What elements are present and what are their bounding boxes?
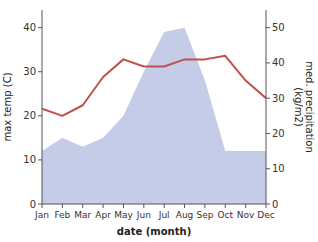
y2-axis-label: med. precipitation(kg/m2)	[293, 61, 315, 153]
tick-mark	[266, 62, 270, 63]
tick-label: 50	[272, 22, 285, 33]
plot-area	[42, 28, 266, 204]
tick-label: May	[114, 210, 133, 220]
tick-label: 0	[30, 199, 36, 210]
tick-mark	[82, 204, 83, 208]
chart: 0 10 20 30 40 0 10 20 30 40 50 Jan Feb Mar AprMayJun Ju…	[0, 0, 318, 242]
tick-mark	[62, 204, 63, 208]
y-axis-label: max temp (C)	[2, 72, 13, 141]
tick-mark	[266, 204, 270, 205]
tick-mark	[143, 204, 144, 208]
tick-label: 30	[23, 66, 36, 77]
tick-label: Oct	[217, 210, 233, 220]
tick-label: 40	[23, 22, 36, 33]
tick-mark	[38, 159, 42, 160]
x-axis-line	[42, 204, 266, 205]
tick-mark	[184, 204, 185, 208]
tick-mark	[38, 115, 42, 116]
tick-mark	[164, 204, 165, 208]
y2-axis-line	[266, 10, 267, 204]
tick-mark	[266, 204, 267, 208]
tick-mark	[38, 27, 42, 28]
tick-label: Aug	[176, 210, 194, 220]
tick-label: Jul	[158, 210, 170, 220]
tick-mark	[103, 204, 104, 208]
tick-label: 10	[272, 163, 285, 174]
tick-label: Jan	[34, 210, 49, 220]
tick-label: Jun	[136, 210, 151, 220]
tick-mark	[123, 204, 124, 208]
tick-label: 20	[272, 128, 285, 139]
tick-mark	[266, 27, 270, 28]
tick-mark	[204, 204, 205, 208]
tick-mark	[225, 204, 226, 208]
tick-label: Nov	[237, 210, 255, 220]
tick-mark	[42, 204, 43, 208]
line	[42, 56, 266, 116]
tick-label: 30	[272, 93, 285, 104]
tick-mark	[266, 168, 270, 169]
tick-label: 10	[23, 154, 36, 165]
tick-mark	[266, 98, 270, 99]
area	[42, 28, 266, 204]
tick-label: Apr	[95, 210, 111, 220]
tick-mark	[38, 71, 42, 72]
x-axis-label: date (month)	[117, 226, 191, 237]
tick-label: 40	[272, 57, 285, 68]
tick-mark	[245, 204, 246, 208]
tick-label: 0	[272, 199, 278, 210]
tick-mark	[266, 133, 270, 134]
tick-label: Mar	[74, 210, 91, 220]
tick-label: Feb	[54, 210, 70, 220]
label-line: med. precipitation	[304, 61, 315, 153]
tick-label: 20	[23, 110, 36, 121]
label-line: (kg/m2)	[293, 87, 304, 127]
tick-mark	[38, 204, 42, 205]
tick-label: Sep	[196, 210, 213, 220]
tick-label: Dec	[257, 210, 274, 220]
y-axis-line	[42, 10, 43, 204]
